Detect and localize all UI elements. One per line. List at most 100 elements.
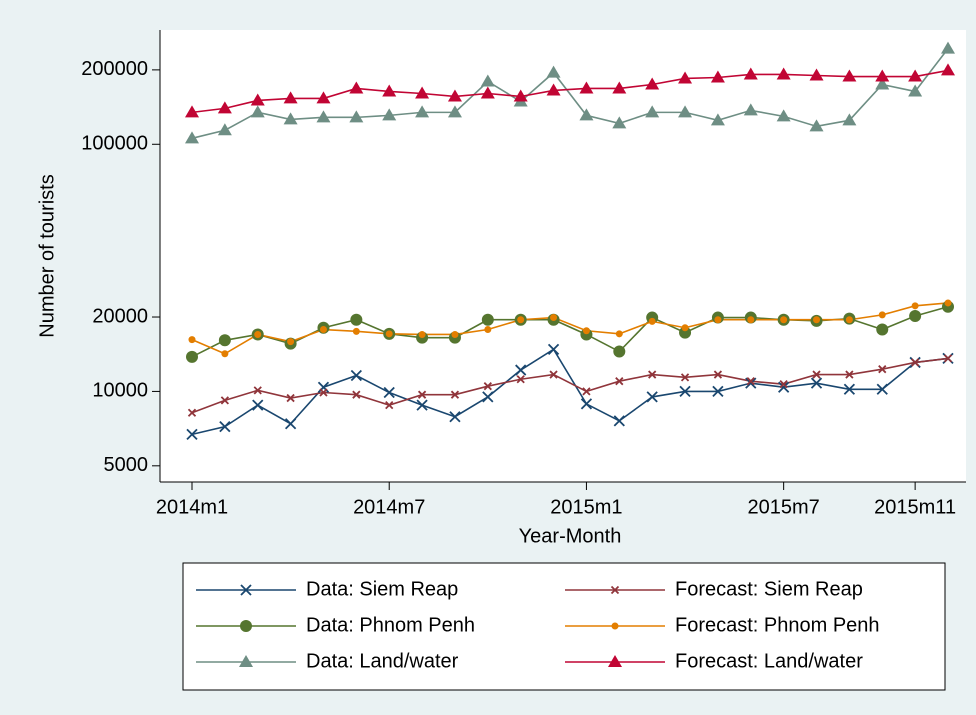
marker: [447, 89, 462, 102]
y-tick-label: 100000: [81, 133, 148, 155]
marker: [217, 123, 232, 136]
plot-area: [160, 30, 966, 482]
marker: [482, 391, 494, 403]
marker: [385, 330, 393, 338]
marker: [579, 108, 594, 121]
marker: [481, 313, 494, 326]
marker: [780, 316, 788, 324]
marker: [645, 77, 660, 90]
marker: [842, 113, 857, 126]
marker: [185, 131, 199, 144]
marker: [250, 105, 265, 118]
y-tick-label: 5000: [104, 454, 149, 476]
marker: [447, 105, 462, 118]
marker: [319, 326, 327, 334]
marker: [612, 81, 627, 94]
marker: [776, 109, 791, 122]
marker: [710, 113, 725, 126]
marker: [417, 390, 427, 399]
marker: [845, 316, 853, 324]
marker: [743, 103, 758, 116]
legend-marker: [240, 584, 252, 596]
marker: [316, 110, 331, 123]
marker: [415, 105, 430, 118]
legend-label: Data: Land/water: [306, 650, 459, 672]
marker: [712, 385, 724, 398]
legend-label: Forecast: Phnom Penh: [675, 614, 880, 636]
marker: [480, 86, 495, 99]
marker: [383, 386, 395, 399]
marker: [186, 350, 198, 363]
marker: [218, 334, 231, 347]
marker: [382, 84, 397, 97]
x-tick-label: 2014m1: [156, 496, 228, 518]
series-line: [191, 69, 949, 114]
x-tick-label: 2015m11: [874, 496, 956, 518]
marker: [350, 369, 362, 382]
marker: [582, 387, 591, 396]
marker: [876, 383, 888, 395]
marker: [941, 63, 955, 76]
marker: [776, 67, 791, 80]
marker: [349, 110, 364, 123]
legend-label: Forecast: Land/water: [675, 650, 863, 672]
marker: [550, 314, 558, 322]
marker: [646, 391, 658, 403]
marker: [382, 108, 397, 121]
marker: [483, 382, 492, 391]
marker: [909, 309, 922, 322]
marker: [745, 377, 757, 389]
marker: [648, 370, 657, 379]
marker: [286, 393, 295, 403]
marker: [517, 316, 525, 324]
marker: [316, 91, 331, 104]
marker: [283, 91, 298, 104]
marker: [612, 116, 627, 129]
marker: [842, 69, 857, 82]
marker: [613, 345, 626, 358]
marker: [878, 311, 886, 319]
marker: [910, 358, 920, 367]
marker: [944, 299, 952, 307]
marker: [283, 112, 298, 125]
marker: [188, 336, 196, 344]
marker: [679, 385, 691, 398]
marker: [546, 83, 561, 96]
marker: [580, 398, 593, 410]
marker: [908, 69, 923, 82]
marker: [549, 370, 558, 379]
marker: [810, 377, 823, 389]
marker: [579, 81, 594, 94]
marker: [678, 105, 693, 118]
marker: [681, 324, 689, 332]
x-tick-label: 2015m7: [748, 496, 820, 518]
marker: [943, 354, 953, 363]
y-axis-title: Number of tourists: [36, 174, 58, 337]
marker: [252, 399, 264, 411]
marker: [186, 428, 198, 441]
marker: [778, 381, 790, 393]
marker: [451, 330, 459, 338]
marker: [582, 327, 590, 335]
marker: [714, 316, 722, 324]
marker: [217, 101, 232, 114]
marker: [648, 317, 656, 325]
marker: [546, 65, 561, 78]
marker: [713, 370, 723, 379]
marker: [779, 380, 788, 389]
marker: [911, 302, 919, 310]
marker: [352, 390, 361, 399]
marker: [250, 93, 265, 106]
marker: [221, 350, 229, 358]
marker: [185, 105, 199, 118]
marker: [615, 377, 624, 386]
marker: [680, 373, 690, 382]
marker: [809, 68, 824, 81]
marker: [187, 408, 197, 417]
marker: [416, 399, 428, 411]
marker: [449, 411, 461, 423]
x-tick-label: 2014m7: [353, 496, 425, 518]
legend-marker: [610, 585, 620, 595]
marker: [678, 71, 693, 84]
